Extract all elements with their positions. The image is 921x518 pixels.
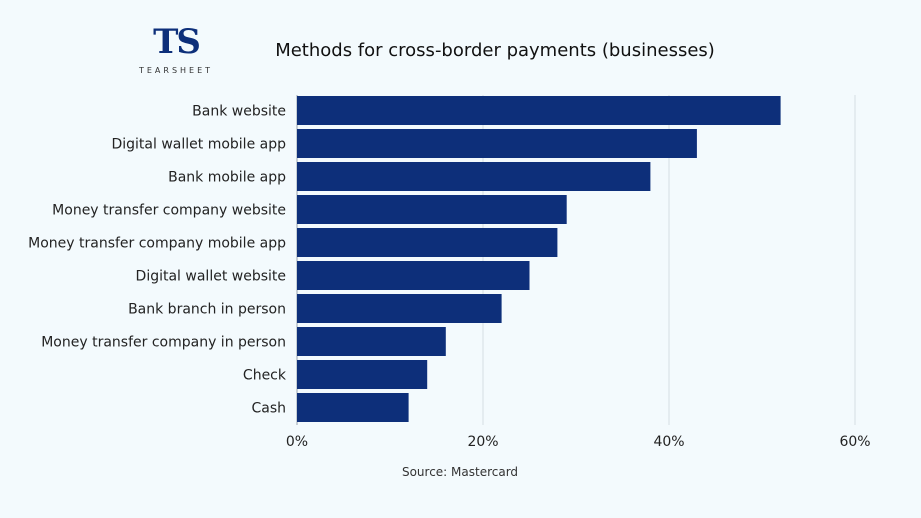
bar [297, 129, 697, 158]
category-label: Money transfer company website [52, 203, 286, 219]
bar [297, 261, 530, 290]
bar [297, 393, 409, 422]
bar [297, 162, 651, 191]
category-label: Money transfer company in person [41, 335, 286, 351]
tearsheet-logo: TS TEARSHEET [128, 22, 224, 78]
source-note: Source: Mastercard [401, 465, 519, 479]
bar [297, 195, 567, 224]
category-label: Money transfer company mobile app [28, 236, 286, 252]
category-label: Cash [251, 401, 286, 417]
bar [297, 327, 446, 356]
logo-mark: TS [153, 22, 201, 62]
bar [297, 360, 428, 389]
logo-wordmark: TEARSHEET [138, 66, 214, 75]
bar [297, 294, 502, 323]
x-tick-label: 40% [653, 434, 684, 450]
category-label: Bank mobile app [168, 170, 286, 186]
bar [297, 228, 558, 257]
bar [297, 96, 781, 125]
category-label: Bank branch in person [128, 302, 286, 318]
x-tick-label: 0% [286, 434, 308, 450]
category-label: Digital wallet mobile app [111, 137, 286, 153]
category-label: Bank website [192, 104, 286, 120]
chart-title: Methods for cross-border payments (busin… [275, 40, 715, 61]
x-tick-label: 60% [839, 434, 870, 450]
category-label: Digital wallet website [136, 269, 286, 285]
category-label: Check [243, 368, 287, 384]
x-tick-label: 20% [467, 434, 498, 450]
